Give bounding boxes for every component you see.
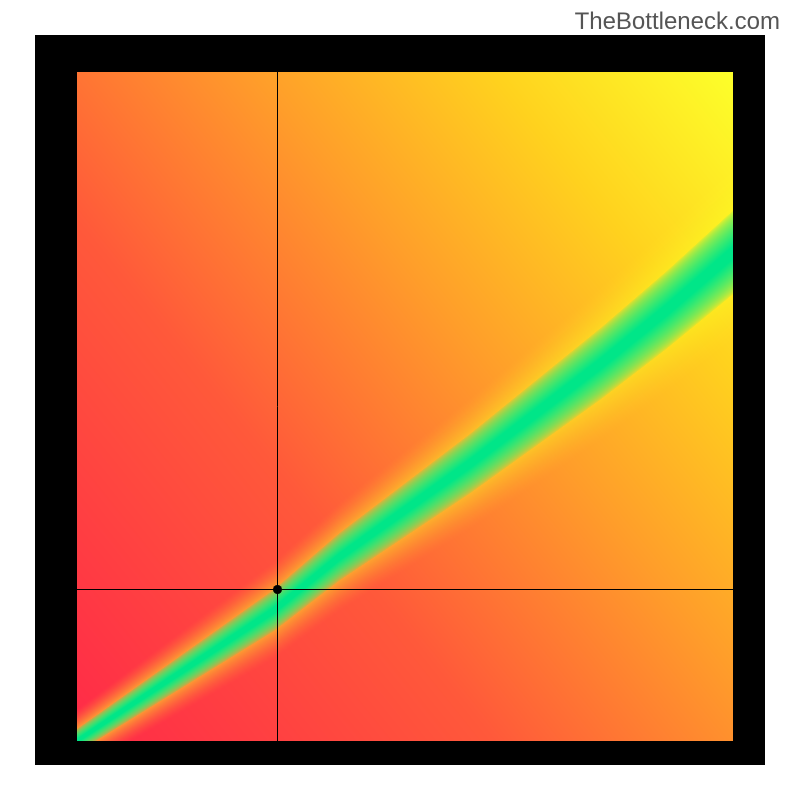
chart-container: TheBottleneck.com — [0, 0, 800, 800]
watermark-text: TheBottleneck.com — [575, 8, 780, 36]
heatmap-canvas — [77, 72, 733, 741]
plot-black-frame — [35, 35, 765, 765]
